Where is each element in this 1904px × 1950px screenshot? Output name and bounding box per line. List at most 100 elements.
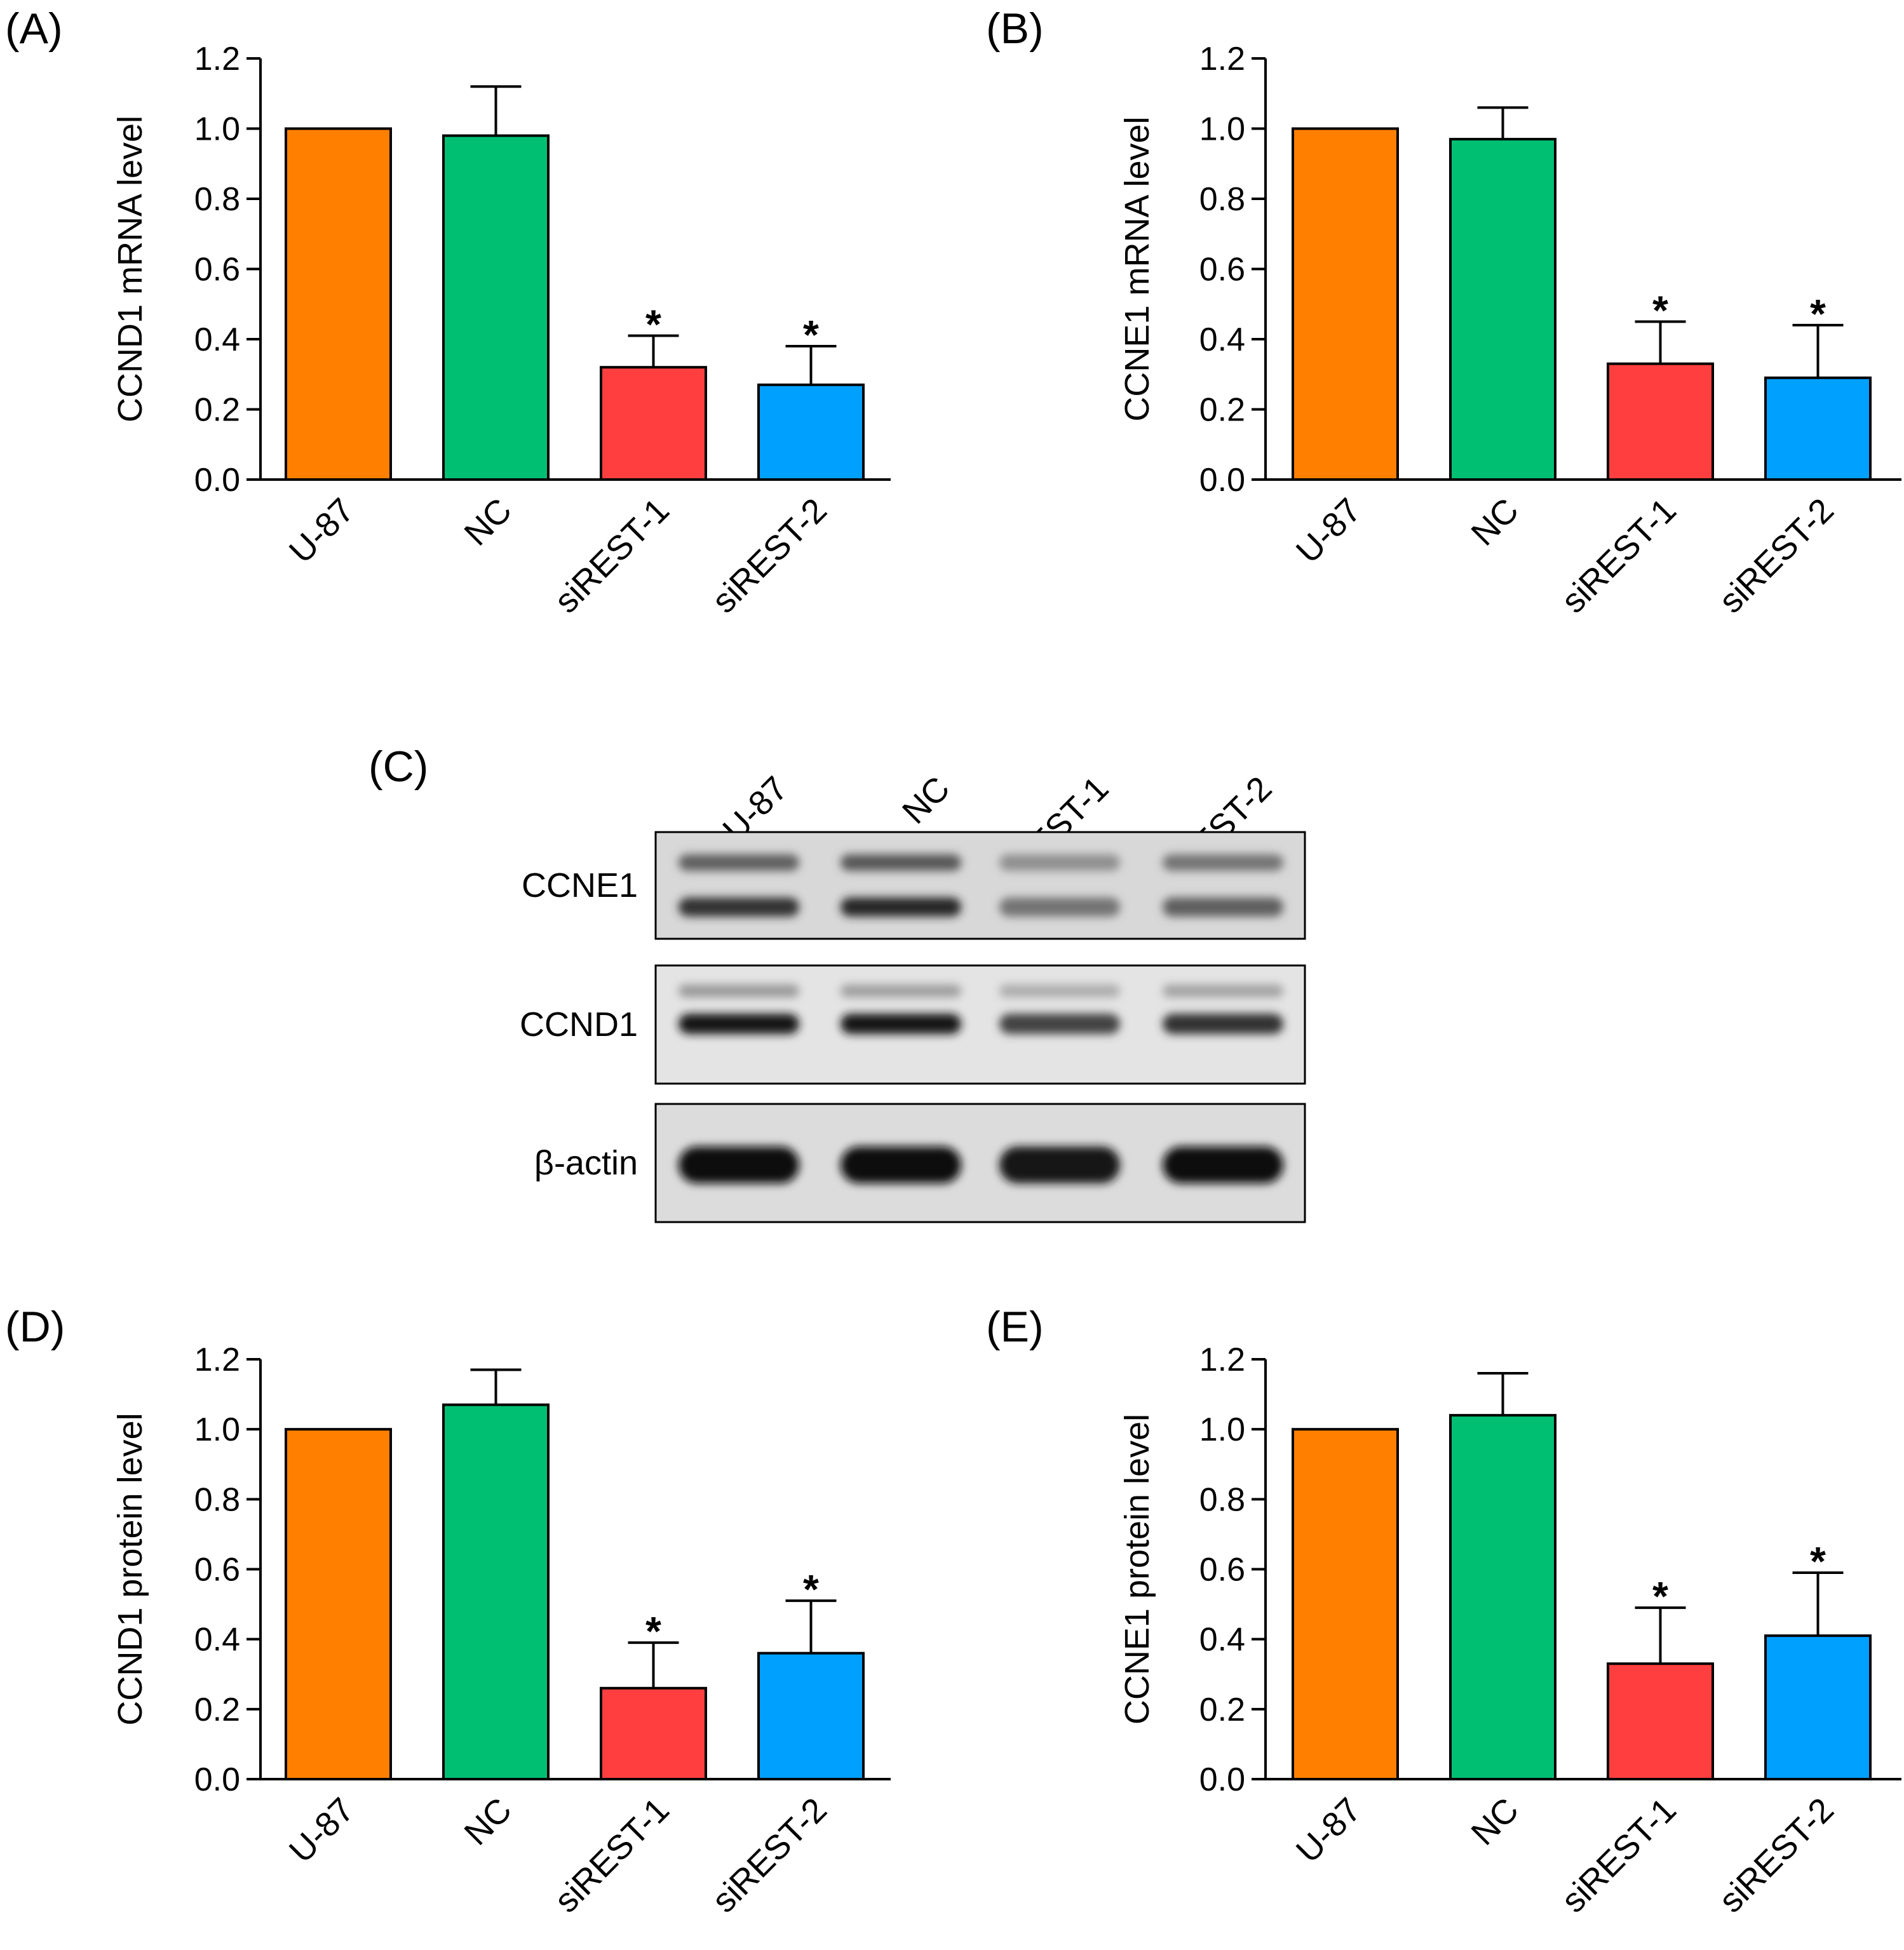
y-tick-label: 1.2 bbox=[194, 41, 240, 77]
bar-u-87 bbox=[285, 127, 392, 481]
bar-nc bbox=[442, 134, 550, 481]
bar-sirest-1 bbox=[600, 366, 707, 481]
panel-label: (E) bbox=[986, 1303, 1044, 1351]
blot-row-actin: β-actin bbox=[534, 1103, 1306, 1223]
significance-star: * bbox=[803, 1566, 819, 1612]
chart-panel-b: (B) 0.0 0.2 0.4 0.6 0.8 1.0 1.2 CCNE1 mRNA level… bbox=[986, 4, 1901, 621]
category-label: NC bbox=[457, 491, 519, 553]
category-label: siREST-2 bbox=[1712, 491, 1841, 621]
blot-lane-label: NC bbox=[895, 769, 957, 831]
blot-membrane bbox=[654, 831, 1306, 940]
y-tick-label: 0.6 bbox=[194, 1552, 240, 1589]
y-axis-title: CCNE1 mRNA level bbox=[1118, 116, 1156, 421]
blot-band bbox=[1163, 1014, 1283, 1034]
y-tick-label: 0.6 bbox=[194, 252, 240, 288]
y-tick-label: 0.8 bbox=[194, 1481, 240, 1518]
significance-star: * bbox=[645, 301, 661, 347]
category-label: NC bbox=[457, 1791, 519, 1853]
blot-panel-c: (C)U-87NCsiREST-1siREST-2CCNE1CCND1β-act… bbox=[368, 743, 1306, 1223]
chart-panel-a: (A) 0.0 0.2 0.4 0.6 0.8 1.0 1.2 CCND1 mRNA level… bbox=[5, 4, 891, 621]
blot-row-ccnd1: CCND1 bbox=[520, 964, 1306, 1085]
y-tick-label: 0.6 bbox=[1199, 252, 1245, 288]
y-tick-label: 0.0 bbox=[194, 462, 240, 499]
y-tick-label: 0.8 bbox=[1199, 181, 1245, 218]
y-tick-label: 0.2 bbox=[194, 392, 240, 429]
significance-star: * bbox=[1810, 291, 1826, 337]
bar-u-87 bbox=[285, 1428, 392, 1781]
bar-sirest-2 bbox=[1764, 376, 1872, 481]
y-tick-label: 1.0 bbox=[1199, 111, 1245, 148]
y-axis-title: CCND1 mRNA level bbox=[111, 116, 149, 422]
blot-row-label: CCND1 bbox=[520, 1005, 638, 1044]
y-tick-label: 0.4 bbox=[194, 1622, 240, 1658]
category-label: siREST-1 bbox=[1554, 1791, 1684, 1920]
blot-band bbox=[999, 1014, 1120, 1034]
blot-band bbox=[841, 1014, 961, 1034]
chart-panel-d: (D) 0.0 0.2 0.4 0.6 0.8 1.0 1.2 CCND1 protein le… bbox=[5, 1303, 891, 1920]
bar-sirest-1 bbox=[1607, 1662, 1714, 1781]
category-label: siREST-1 bbox=[547, 1791, 677, 1920]
significance-star: * bbox=[1810, 1538, 1826, 1584]
significance-star: * bbox=[1652, 287, 1668, 333]
blot-band bbox=[679, 985, 799, 997]
y-tick-label: 0.4 bbox=[1199, 1622, 1245, 1658]
blot-band bbox=[1163, 854, 1283, 871]
category-label: U-87 bbox=[1289, 1791, 1368, 1870]
bar-sirest-2 bbox=[757, 1651, 865, 1780]
category-label: siREST-1 bbox=[547, 491, 677, 621]
category-label: siREST-2 bbox=[1712, 1791, 1841, 1920]
blot-row-label: β-actin bbox=[534, 1144, 638, 1182]
blot-band bbox=[841, 985, 961, 997]
bar-nc bbox=[1449, 138, 1556, 481]
y-tick-label: 1.2 bbox=[1199, 41, 1245, 77]
blot-band bbox=[841, 1146, 961, 1183]
blot-band bbox=[679, 898, 799, 917]
blot-band bbox=[1163, 898, 1283, 917]
category-label: NC bbox=[1464, 491, 1526, 553]
bar-u-87 bbox=[1292, 127, 1399, 481]
bar-nc bbox=[442, 1403, 550, 1781]
y-tick-label: 0.8 bbox=[1199, 1481, 1245, 1518]
y-tick-label: 1.2 bbox=[194, 1341, 240, 1378]
blot-band bbox=[679, 1146, 799, 1183]
blot-band bbox=[841, 898, 961, 917]
category-label: U-87 bbox=[282, 1791, 361, 1870]
category-label: siREST-2 bbox=[705, 491, 834, 621]
blot-band bbox=[1163, 985, 1283, 997]
significance-star: * bbox=[1652, 1573, 1668, 1619]
y-tick-label: 0.4 bbox=[194, 321, 240, 358]
y-tick-label: 0.2 bbox=[194, 1691, 240, 1728]
blot-band bbox=[999, 854, 1120, 871]
blot-band bbox=[999, 985, 1120, 997]
panel-label: (B) bbox=[986, 4, 1044, 53]
blot-band bbox=[1163, 1146, 1283, 1183]
bar-sirest-2 bbox=[1764, 1634, 1872, 1781]
y-tick-label: 0.2 bbox=[1199, 392, 1245, 429]
y-tick-label: 0.4 bbox=[1199, 321, 1245, 358]
y-tick-label: 0.2 bbox=[1199, 1691, 1245, 1728]
category-label: NC bbox=[1464, 1791, 1526, 1853]
chart-panel-e: (E) 0.0 0.2 0.4 0.6 0.8 1.0 1.2 CCNE1 protein le… bbox=[986, 1303, 1901, 1920]
blot-band bbox=[679, 1014, 799, 1034]
blot-row-label: CCNE1 bbox=[522, 866, 638, 904]
blot-row-ccne1: CCNE1 bbox=[522, 831, 1306, 940]
y-tick-label: 1.0 bbox=[1199, 1411, 1245, 1448]
y-axis-title: CCNE1 protein level bbox=[1118, 1414, 1156, 1725]
panel-label: (D) bbox=[5, 1303, 65, 1351]
y-tick-label: 0.0 bbox=[1199, 1761, 1245, 1798]
bar-sirest-2 bbox=[757, 383, 865, 481]
blot-band bbox=[841, 854, 961, 871]
panel-label: (C) bbox=[368, 743, 428, 791]
y-tick-label: 0.8 bbox=[194, 181, 240, 218]
category-label: siREST-1 bbox=[1554, 491, 1684, 621]
y-axis-title: CCND1 protein level bbox=[111, 1413, 149, 1725]
y-tick-label: 1.0 bbox=[194, 111, 240, 148]
y-tick-label: 0.0 bbox=[194, 1761, 240, 1798]
bar-u-87 bbox=[1292, 1428, 1399, 1781]
significance-star: * bbox=[645, 1608, 661, 1654]
y-tick-label: 0.6 bbox=[1199, 1552, 1245, 1589]
category-label: siREST-2 bbox=[705, 1791, 834, 1920]
panel-label: (A) bbox=[5, 4, 63, 53]
significance-star: * bbox=[803, 312, 819, 358]
